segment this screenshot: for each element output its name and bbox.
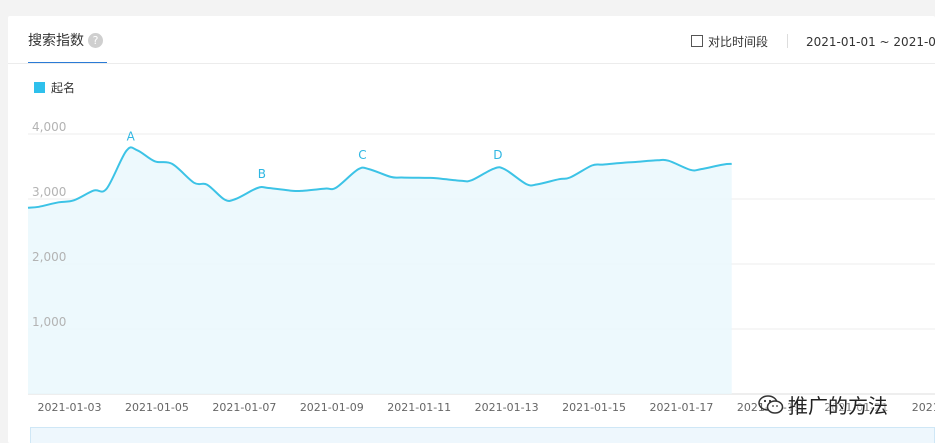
annotation-marker[interactable]: C	[358, 148, 366, 162]
wechat-icon	[758, 394, 784, 421]
x-tick-label: 2021-01-15	[562, 401, 626, 414]
annotation-marker[interactable]: D	[493, 148, 502, 162]
header-divider	[8, 63, 935, 64]
x-tick-label: 2021-01-11	[387, 401, 451, 414]
checkbox-icon[interactable]	[691, 35, 703, 47]
legend-swatch	[34, 82, 45, 93]
x-tick-label: 2021-01-13	[475, 401, 539, 414]
watermark-text: 推广的方法	[788, 394, 888, 418]
legend-label: 起名	[51, 81, 76, 95]
tab-label: 搜索指数	[28, 33, 84, 49]
annotation-marker[interactable]: A	[127, 129, 136, 143]
x-tick-label: 2021-01-23	[912, 401, 935, 414]
x-tick-label: 2021-01-21	[824, 401, 888, 414]
watermark: 推广的方法	[758, 390, 888, 421]
series-line	[27, 146, 732, 209]
chart-legend[interactable]: 起名	[34, 81, 75, 95]
time-range-slider[interactable]	[30, 427, 935, 443]
x-tick-label: 2021-01-17	[650, 401, 714, 414]
y-tick-label: 2,000	[32, 250, 66, 264]
annotation-marker[interactable]: B	[258, 167, 266, 181]
help-icon[interactable]: ?	[88, 33, 103, 48]
y-tick-label: 1,000	[32, 315, 66, 329]
y-tick-label: 3,000	[32, 185, 66, 199]
x-tick-label: 2021-01-07	[212, 401, 276, 414]
y-tick-label: 4,000	[32, 120, 66, 134]
header-separator	[787, 34, 788, 48]
series-area	[28, 147, 732, 394]
x-tick-label: 2021-01-05	[125, 401, 189, 414]
x-tick-label: 2021-01-09	[300, 401, 364, 414]
compare-period-label: 对比时间段	[708, 35, 769, 49]
x-tick-label: 2021-01-03	[38, 401, 102, 414]
date-range-picker[interactable]: 2021-01-01 ~ 2021-01	[806, 35, 935, 49]
compare-period-checkbox[interactable]: 对比时间段	[691, 34, 768, 50]
